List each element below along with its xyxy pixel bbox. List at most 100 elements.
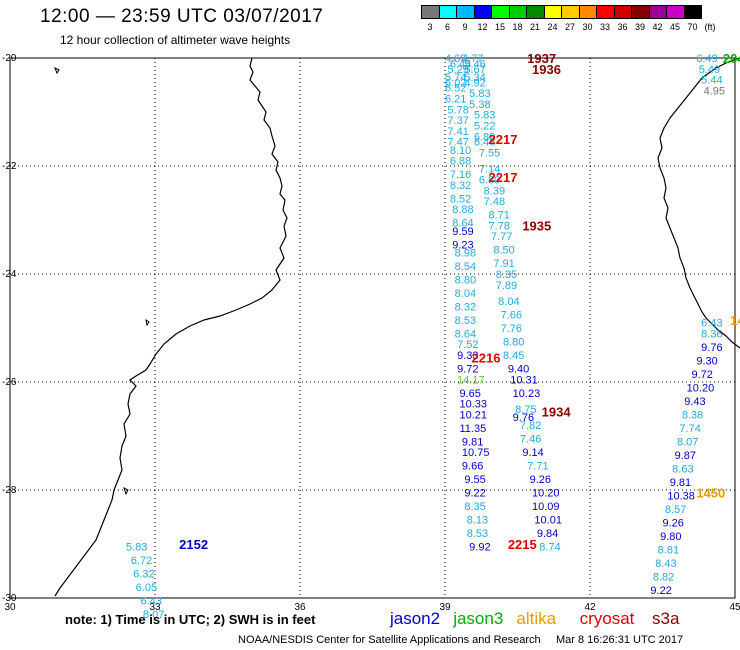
scale-label: 70	[687, 22, 698, 32]
wave-height-value: 10.33	[460, 399, 488, 411]
wave-height-value: 8.38	[682, 409, 703, 421]
wave-height-value: 4.65	[445, 53, 466, 65]
lat-tick-label: -24	[2, 269, 17, 280]
wave-height-value: 9.81	[670, 477, 691, 489]
wave-height-value: 10.20	[532, 488, 560, 500]
wave-height-value: 6.80	[479, 175, 500, 187]
wave-height-value: 10.09	[532, 501, 560, 513]
scale-label: 3	[427, 22, 433, 32]
coast-islet	[145, 318, 150, 327]
wave-height-value: 8.50	[493, 245, 514, 257]
scale-swatch	[683, 5, 702, 19]
wave-height-value: 6.02	[445, 77, 466, 89]
wave-height-value: 5.78	[447, 104, 468, 116]
scale-label: 6	[444, 22, 450, 32]
wave-height-value: 8.81	[658, 544, 679, 556]
wave-height-value: 8.57	[665, 504, 686, 516]
credit-footer: NOAA/NESDIS Center for Satellite Applica…	[238, 634, 683, 646]
wave-height-value: 8.04	[498, 296, 519, 308]
units-note: note: 1) Time is in UTC; 2) SWH is in fe…	[65, 612, 316, 627]
wave-height-value: 8.80	[455, 274, 476, 286]
scale-label: 21	[529, 22, 540, 32]
wave-height-value: 8.10	[450, 145, 471, 157]
wave-height-value: 6.48	[474, 137, 495, 149]
wave-height-value: 8.07	[143, 609, 164, 621]
pass-time-label: 1935	[522, 218, 551, 233]
wave-height-value: 6.32	[133, 569, 154, 581]
wave-height-value: 10.01	[534, 515, 562, 527]
wave-height-value: 8.35	[496, 269, 517, 281]
wave-height-value: 5.83	[126, 542, 147, 554]
wave-height-value: 8.75	[515, 404, 536, 416]
wave-height-value: 6.44	[450, 58, 471, 70]
wave-height-value: 8.36	[701, 328, 722, 340]
lat-tick-label: -26	[2, 377, 17, 388]
lon-tick-label: 42	[584, 602, 596, 613]
lon-tick-label: 39	[439, 602, 451, 613]
legend-jason2: jason2	[390, 609, 441, 628]
legend-s3a: s3a	[652, 609, 680, 628]
map-border	[9, 57, 736, 599]
pass-time-label: 2215	[508, 537, 537, 552]
wave-height-value: 8.45	[503, 350, 524, 362]
wave-height-value: 8.74	[539, 542, 560, 554]
wave-height-value: 5.44	[701, 75, 722, 87]
wave-height-value: 8.54	[455, 261, 476, 273]
wave-height-value: 4.77	[462, 53, 483, 65]
africa-coastline	[54, 57, 288, 597]
pass-time-label: 1934	[542, 405, 572, 420]
wave-height-value: 7.74	[679, 423, 700, 435]
wave-height-value: 8.98	[455, 247, 476, 259]
wave-height-value: 5.38	[469, 99, 490, 111]
legend-cryosat: cryosat	[579, 609, 635, 628]
wave-height-value: 6.80	[474, 131, 495, 143]
wave-height-value: 8.53	[455, 315, 476, 327]
wave-height-value: 6.43	[141, 596, 162, 608]
wave-height-value: 7.77	[491, 231, 512, 243]
wave-height-value: 7.47	[447, 137, 468, 149]
wave-height-value: 7.66	[501, 310, 522, 322]
wave-height-value: 10.75	[462, 447, 490, 459]
pass-time-label: 2152	[179, 537, 208, 552]
wave-height-value: 11.35	[460, 423, 487, 435]
wave-height-value: 14.17	[457, 374, 485, 386]
wave-height-value: 5.29	[447, 64, 468, 76]
wave-height-value: 5.46	[464, 58, 485, 70]
scale-label: 39	[634, 22, 645, 32]
wave-height-value: 7.89	[496, 280, 517, 292]
scale-label: 9	[462, 22, 468, 32]
scale-label: 30	[582, 22, 593, 32]
wave-height-value: 5.74	[445, 72, 466, 84]
wave-height-value: 9.40	[508, 364, 529, 376]
wave-height-value: 6.21	[445, 94, 466, 106]
wave-height-value: 9.59	[452, 226, 473, 238]
madagascar-coastline	[657, 57, 740, 349]
wave-height-value: 9.55	[464, 474, 485, 486]
wave-height-value: 8.53	[467, 528, 488, 540]
scale-label: 33	[599, 22, 610, 32]
wave-height-value: 7.82	[520, 420, 541, 432]
wave-height-value: 6.05	[136, 582, 157, 594]
wave-height-value: 5.22	[474, 121, 495, 133]
wave-height-value: 8.88	[452, 204, 473, 216]
lon-tick-label: 45	[729, 602, 740, 613]
lat-tick-label: -28	[2, 485, 17, 496]
wave-height-value: 9.14	[522, 447, 543, 459]
wave-height-value: 9.65	[460, 388, 481, 400]
wave-height-value: 8.71	[489, 210, 510, 222]
wave-height-value: 7.41	[447, 126, 468, 138]
pass-time-label: 2217	[489, 132, 518, 147]
wave-height-value: 7.48	[484, 196, 505, 208]
wave-height-value: 7.91	[493, 258, 514, 270]
altimeter-tracks: 4.654.776.445.465.295.67 1937 5.745.346.02…	[126, 51, 740, 621]
lon-tick-label: 30	[4, 602, 16, 613]
wave-height-value: 5.34	[464, 72, 485, 84]
pass-time-label: 2049	[723, 51, 740, 66]
wave-height-value: 7.37	[447, 115, 468, 127]
wave-height-value: 8.35	[464, 501, 485, 513]
pass-time-label: 2216	[472, 351, 501, 366]
wave-height-value: 8.64	[452, 218, 473, 230]
lon-tick-label: 36	[294, 602, 306, 613]
